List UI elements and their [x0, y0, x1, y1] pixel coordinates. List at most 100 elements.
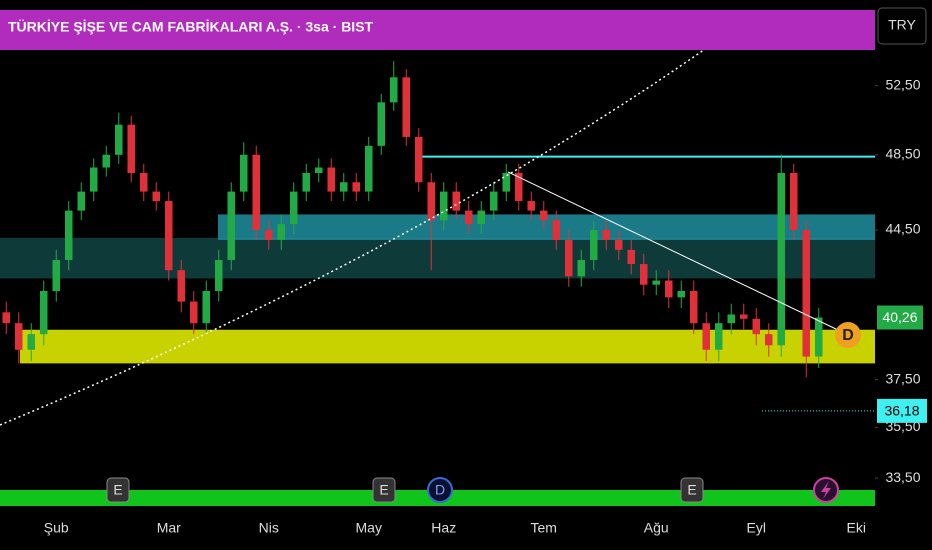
currency-label[interactable]: TRY: [888, 17, 916, 33]
candle-body: [40, 291, 48, 335]
title-banner: [0, 10, 875, 50]
event-icon[interactable]: [427, 477, 453, 503]
candle-body: [727, 314, 735, 324]
candle-body: [127, 124, 135, 174]
trend-line: [507, 171, 839, 331]
y-tick-label: 44,50: [885, 221, 920, 237]
candle-body: [752, 318, 760, 335]
candle-body: [677, 291, 685, 298]
candle-body: [352, 182, 360, 192]
candle-body: [565, 239, 573, 277]
last-price-box: [877, 305, 923, 330]
zone: [0, 237, 875, 279]
candle-body: [327, 167, 335, 192]
candle-body: [690, 291, 698, 324]
candle-body: [102, 154, 110, 168]
candle-body: [615, 239, 623, 250]
candle-body: [215, 259, 223, 292]
candle-body: [440, 191, 448, 221]
chart-title: TÜRKİYE ŞİŞE VE CAM FABRİKALARI A.Ş. · 3…: [8, 19, 374, 35]
candle-body: [240, 154, 248, 192]
dividend-badge-label: D: [842, 327, 854, 344]
candle-body: [27, 334, 35, 350]
candle-body: [715, 323, 723, 350]
event-label: E: [687, 482, 696, 498]
candle-body: [152, 191, 160, 202]
candle-body: [790, 173, 798, 231]
candle-body: [702, 323, 710, 350]
x-tick-label: Nis: [259, 520, 279, 536]
candle-body: [502, 173, 510, 192]
candle-body: [252, 154, 260, 231]
candle-body: [390, 77, 398, 103]
y-tick-label: 52,50: [885, 76, 920, 92]
candle-body: [665, 280, 673, 298]
x-tick-label: Eyl: [747, 520, 766, 536]
currency-button[interactable]: [877, 7, 927, 45]
candle-body: [777, 173, 785, 346]
candle-body: [52, 259, 60, 292]
candle-body: [802, 230, 810, 357]
event-icon: [680, 477, 704, 503]
zone: [20, 329, 875, 364]
candle-body: [202, 291, 210, 324]
candle-body: [340, 182, 348, 192]
plot: D E E D E: [0, 39, 875, 506]
candle-body: [402, 77, 410, 137]
marker-price-box: [877, 398, 927, 423]
x-tick-label: Haz: [431, 520, 456, 536]
x-tick-label: Ağu: [644, 520, 669, 536]
event-icon: [372, 477, 396, 503]
y-tick-label: 33,50: [885, 469, 920, 485]
candle-body: [452, 191, 460, 211]
last-price-label: 40,26: [882, 309, 917, 325]
candle-body: [640, 264, 648, 285]
dotted-curve: [0, 39, 719, 426]
candle-body: [115, 124, 123, 155]
candle-body: [552, 220, 560, 240]
y-tick-label: 37,50: [885, 370, 920, 386]
dividend-badge: [835, 322, 861, 348]
candle-body: [90, 167, 98, 192]
candle-body: [15, 323, 23, 350]
candle-body: [77, 191, 85, 211]
candle-body: [290, 191, 298, 225]
candle-body: [277, 224, 285, 240]
candle-body: [477, 210, 485, 225]
candle-body: [527, 201, 535, 211]
candle-body: [190, 301, 198, 324]
candle-body: [177, 270, 185, 302]
x-tick-label: Eki: [847, 520, 866, 536]
candle-body: [765, 334, 773, 346]
marker-price-label: 36,18: [884, 403, 919, 419]
candle-body: [515, 173, 523, 202]
candle-body: [577, 259, 585, 277]
candle-body: [427, 182, 435, 221]
candle-body: [590, 230, 598, 260]
candle-body: [2, 312, 10, 324]
event-bolt: [821, 481, 831, 499]
candle-body: [602, 230, 610, 240]
event-label: E: [379, 482, 388, 498]
candle-body: [65, 210, 73, 260]
event-label: D: [435, 482, 445, 498]
candle-body: [652, 280, 660, 285]
candle-body: [490, 191, 498, 211]
y-tick-label: 48,50: [885, 146, 920, 162]
x-tick-label: Mar: [157, 520, 181, 536]
candle-body: [465, 210, 473, 225]
candle-body: [377, 102, 385, 146]
candle-body: [627, 249, 635, 265]
candle-body: [265, 230, 273, 240]
candle-body: [740, 314, 748, 319]
event-label: E: [113, 482, 122, 498]
x-tick-label: May: [356, 520, 382, 536]
candle-body: [415, 136, 423, 183]
candle-body: [140, 173, 148, 192]
candle-body: [227, 191, 235, 260]
candle-body: [540, 210, 548, 221]
candle-body: [315, 167, 323, 174]
candle-body: [815, 317, 823, 357]
